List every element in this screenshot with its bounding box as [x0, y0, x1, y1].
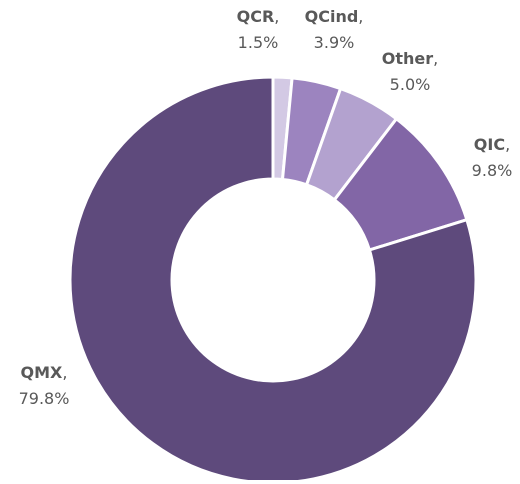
label-separator: , — [358, 7, 363, 26]
category-name: Other — [382, 49, 433, 68]
slice-label-name: Other, — [382, 49, 438, 68]
category-name: QCR — [237, 7, 275, 26]
slice-value-label: 9.8% — [472, 161, 513, 180]
slice-value-label: 3.9% — [314, 33, 355, 52]
slice-value-label: 5.0% — [390, 75, 431, 94]
category-name: QMX — [21, 363, 64, 382]
slice-label-name: QCind, — [305, 7, 364, 26]
label-separator: , — [274, 7, 279, 26]
donut-slice — [68, 75, 478, 484]
slice-label-name: QCR, — [237, 7, 280, 26]
category-name: QIC — [474, 135, 505, 154]
slice-value-label: 79.8% — [19, 389, 70, 408]
category-name: QCind — [305, 7, 359, 26]
slice-value-label: 1.5% — [238, 33, 279, 52]
slice-label-name: QMX, — [21, 363, 68, 382]
label-separator: , — [505, 135, 510, 154]
label-separator: , — [433, 49, 438, 68]
slice-label-name: QIC, — [474, 135, 510, 154]
label-separator: , — [62, 363, 67, 382]
